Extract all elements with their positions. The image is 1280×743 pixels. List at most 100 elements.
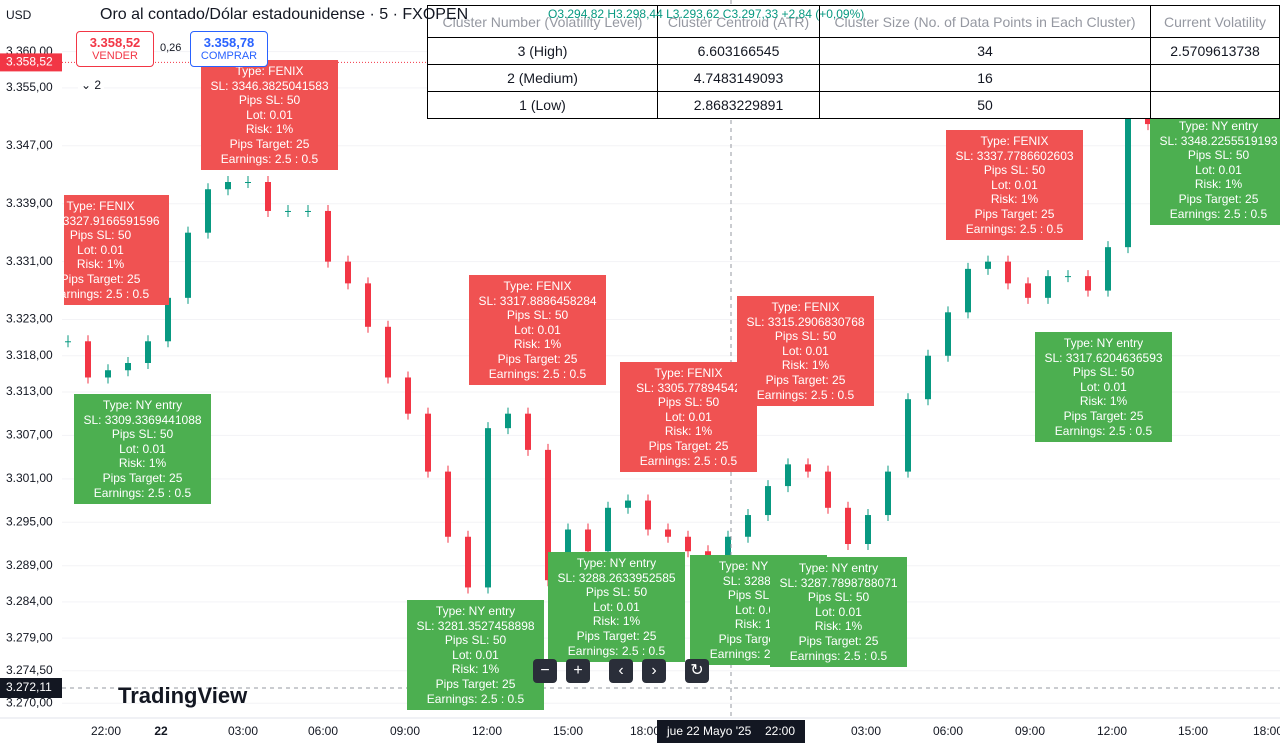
candle bbox=[205, 189, 211, 233]
annotation-box: Type: FENIX SL: 3337.7786602603 Pips SL: 5… bbox=[946, 130, 1083, 241]
cluster-table: Cluster Number (Volatility Level) Cluster… bbox=[427, 5, 1280, 119]
buy-label: COMPRAR bbox=[200, 50, 258, 62]
annotation-line: Pips Target: 25 bbox=[765, 372, 846, 387]
control-button[interactable]: › bbox=[642, 659, 666, 683]
currency[interactable]: USD bbox=[6, 8, 32, 22]
annotation-line: Lot: 0.01 bbox=[77, 242, 124, 257]
current-price-label: 3.358,52 bbox=[6, 55, 53, 69]
annotation-line: Pips SL: 50 bbox=[983, 163, 1046, 178]
annotation-line: SL: 3317.8886458284 bbox=[478, 293, 597, 308]
annotation-line: Lot: 0.01 bbox=[246, 107, 293, 122]
annotation-line: Pips SL: 50 bbox=[506, 308, 569, 323]
table-cell: 34 bbox=[819, 37, 1151, 65]
annotation-line: Risk: 1% bbox=[118, 456, 167, 471]
annotation-line: Type: NY entry bbox=[798, 561, 879, 575]
annotation-line: Lot: 0.01 bbox=[1080, 379, 1127, 394]
annotation-line: Type: NY entry bbox=[1063, 336, 1144, 350]
annotation-line: Pips Target: 25 bbox=[1063, 408, 1144, 423]
crosshair-time: 22:00 bbox=[765, 724, 795, 738]
annotation-line: SL: 3327.9166591596 bbox=[64, 213, 160, 228]
annotation-line: Earnings: 2.5 : 0.5 bbox=[965, 221, 1064, 236]
control-button[interactable]: − bbox=[533, 659, 557, 683]
y-tick-label: 3.323,00 bbox=[6, 312, 53, 326]
quantity-value: 2 bbox=[94, 78, 102, 92]
candle bbox=[885, 471, 891, 516]
candle bbox=[345, 261, 351, 284]
candle bbox=[105, 370, 111, 378]
annotation-line: Lot: 0.01 bbox=[782, 343, 829, 358]
table-cell: 3 (High) bbox=[427, 37, 658, 65]
annotation-box: Type: NY entry SL: 3317.6204636593 Pips SL… bbox=[1035, 332, 1172, 443]
annotation-line: Lot: 0.01 bbox=[514, 322, 561, 337]
table-row: 3 (High) 6.603166545 34 2.5709613738 bbox=[427, 37, 1280, 65]
annotation-line: Lot: 0.01 bbox=[991, 177, 1038, 192]
annotation-line: Pips SL: 50 bbox=[238, 93, 301, 108]
annotation-line: Risk: 1% bbox=[814, 619, 863, 634]
quantity[interactable]: ⌄ 2 bbox=[78, 78, 105, 92]
table-cell: 6.603166545 bbox=[657, 37, 820, 65]
annotation-line: Pips SL: 50 bbox=[657, 395, 720, 410]
y-tick-label: 3.301,00 bbox=[6, 471, 53, 485]
annotation-line: SL: 3281.3527458898 bbox=[416, 618, 535, 633]
control-button[interactable]: ↻ bbox=[685, 659, 709, 683]
candle bbox=[645, 500, 651, 530]
candle bbox=[145, 341, 151, 363]
annotation-box: Type: NY entry SL: 3348.2255519193 Pips SL… bbox=[1150, 115, 1280, 226]
annotation-line: Type: NY entry bbox=[435, 604, 516, 618]
candle bbox=[585, 529, 591, 552]
candle bbox=[685, 536, 691, 552]
x-tick-label: 09:00 bbox=[1015, 724, 1045, 738]
table-cell: 50 bbox=[819, 91, 1151, 119]
annotation-line: Pips SL: 50 bbox=[111, 427, 174, 442]
annotation-box: Type: FENIX SL: 3305.77894542 Pips SL: 50 L… bbox=[620, 362, 757, 473]
candle bbox=[365, 283, 371, 327]
annotation-line: Lot: 0.01 bbox=[1195, 162, 1242, 177]
annotation-line: Pips SL: 50 bbox=[774, 329, 837, 344]
buy-button[interactable]: 3.358,78 COMPRAR bbox=[190, 31, 268, 67]
control-button[interactable]: ‹ bbox=[609, 659, 633, 683]
candle bbox=[245, 182, 251, 183]
annotation-box: Type: NY entry SL: 3287.7898788071 Pips SL… bbox=[770, 557, 907, 668]
ohlc: O3.294,82 H3.298,44 L3.293,62 C3.297,33 … bbox=[548, 7, 865, 21]
annotation-line: SL: 3287.7898788071 bbox=[779, 575, 898, 590]
candle bbox=[925, 355, 931, 400]
annotation-line: Type: FENIX bbox=[235, 64, 304, 78]
annotation-line: Type: NY entry bbox=[1178, 119, 1259, 133]
annotation-line: SL: 3288.2633952585 bbox=[557, 570, 676, 585]
sell-button[interactable]: 3.358,52 VENDER bbox=[76, 31, 154, 67]
annotation-line: Earnings: 2.5 : 0.5 bbox=[64, 286, 150, 301]
annotation-line: Risk: 1% bbox=[664, 424, 713, 439]
candle bbox=[285, 210, 291, 212]
x-tick-label: 22 bbox=[154, 724, 168, 738]
symbol: Oro al contado/Dólar estadounidense · 5 … bbox=[100, 6, 469, 23]
sell-price: 3.358,52 bbox=[89, 35, 141, 50]
annotation-line: Earnings: 2.5 : 0.5 bbox=[426, 691, 525, 706]
candle bbox=[725, 536, 731, 559]
annotation-line: Pips SL: 50 bbox=[444, 633, 507, 648]
table-cell: 16 bbox=[819, 64, 1151, 92]
candle bbox=[1065, 276, 1071, 278]
annotation-box: Type: NY entry SL: 3281.3527458898 Pips SL… bbox=[407, 600, 544, 711]
control-button[interactable]: + bbox=[566, 659, 590, 683]
annotation-line: SL: 3346.3825041583 bbox=[210, 78, 329, 93]
annotation-line: Pips SL: 50 bbox=[1187, 148, 1250, 163]
candle bbox=[945, 312, 951, 356]
candle bbox=[225, 182, 231, 190]
annotation-line: Risk: 1% bbox=[1079, 394, 1128, 409]
candle bbox=[625, 500, 631, 508]
y-tick-label: 3.279,00 bbox=[6, 630, 53, 644]
x-tick-label: 18:00 bbox=[1253, 724, 1280, 738]
sell-label: VENDER bbox=[92, 50, 138, 62]
header-cell: Cluster Size (No. of Data Points in Each… bbox=[819, 5, 1151, 38]
x-tick-label: 06:00 bbox=[308, 724, 338, 738]
annotation-line: Pips SL: 50 bbox=[69, 228, 132, 243]
x-tick-label: 12:00 bbox=[472, 724, 502, 738]
y-tick-label: 3.313,00 bbox=[6, 384, 53, 398]
annotation-line: Pips Target: 25 bbox=[229, 136, 310, 151]
candle bbox=[745, 515, 751, 537]
candle bbox=[785, 464, 791, 487]
annotation-line: Earnings: 2.5 : 0.5 bbox=[789, 648, 888, 663]
annotation-line: SL: 3305.77894542 bbox=[636, 380, 741, 395]
